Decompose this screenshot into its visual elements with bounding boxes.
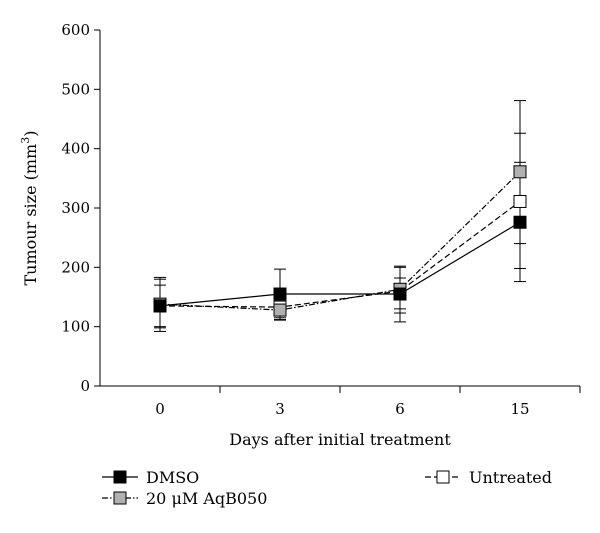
data-point xyxy=(513,194,527,208)
y-tick-label: 200 xyxy=(61,258,90,276)
y-axis-title-main: Tumour size (mm xyxy=(21,144,40,286)
axes: 0 100 200 300 400 500 600 0 3 6 15 xyxy=(61,21,581,418)
x-tick-label: 15 xyxy=(510,400,529,418)
data-point xyxy=(393,287,407,301)
y-tick-label: 0 xyxy=(80,377,90,395)
legend-label: DMSO xyxy=(146,468,199,487)
data-point xyxy=(153,299,167,313)
y-tick-label: 300 xyxy=(61,199,90,217)
y-axis-title-close: ) xyxy=(21,131,40,137)
y-axis-title-superscript: 3 xyxy=(19,137,32,144)
y-tick-label: 400 xyxy=(61,140,90,158)
legend: DMSO 20 μM AqB050 Untreated xyxy=(102,468,552,508)
legend-label: 20 μM AqB050 xyxy=(146,489,267,508)
y-axis-title: Tumour size (mm3) xyxy=(19,131,40,286)
y-tick-label: 100 xyxy=(61,318,90,336)
y-tick-label: 500 xyxy=(61,80,90,98)
data-point xyxy=(273,303,287,317)
series-line xyxy=(159,221,521,307)
x-axis-title: Days after initial treatment xyxy=(229,430,451,449)
data-point xyxy=(513,215,527,229)
legend-marker xyxy=(113,491,127,505)
legend-marker xyxy=(436,470,450,484)
series-line xyxy=(159,200,521,308)
data-point xyxy=(273,287,287,301)
x-tick-label: 0 xyxy=(155,400,165,418)
legend-marker xyxy=(113,470,127,484)
y-tick-label: 600 xyxy=(61,21,90,39)
legend-label: Untreated xyxy=(469,468,552,487)
x-tick-label: 6 xyxy=(395,400,405,418)
series-layer xyxy=(153,100,527,332)
x-tick-label: 3 xyxy=(275,400,285,418)
data-point xyxy=(513,165,527,179)
series-line xyxy=(159,171,521,311)
